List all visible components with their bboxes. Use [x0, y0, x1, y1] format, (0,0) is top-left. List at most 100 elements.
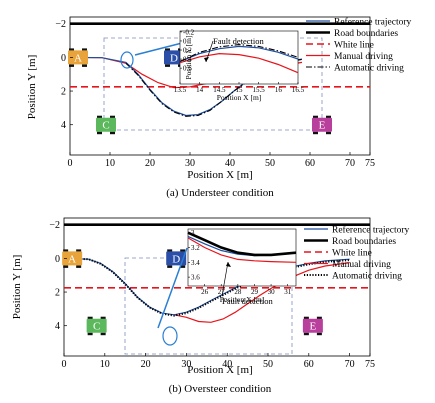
wheel	[63, 265, 69, 268]
inset-x-axis-label: Position X [m]	[220, 295, 265, 304]
panel-oversteer: A C D E 26 27 28 29 30 31 3 3.2 3.4 3.6 Position X [m…	[11, 217, 410, 395]
inset-plot: 26 27 28 29 30 31 3 3.2 3.4 3.6 Position X [m]Faul…	[187, 228, 297, 306]
x-tick-label: 50	[265, 158, 275, 169]
y-tick-label: 0	[61, 53, 66, 64]
legend-entry: Automatic driving	[332, 272, 402, 282]
x-tick-label: 0	[68, 158, 73, 169]
zoom-region-box	[124, 257, 293, 355]
wheel	[87, 316, 93, 320]
x-tick-label: 10	[100, 359, 110, 370]
x-tick-label: 70	[345, 359, 355, 370]
wheel	[313, 115, 318, 119]
inset-curve	[179, 52, 299, 74]
inset-plot: 13.5 14 14.5 15 15.5 16 16.5-0.200.20.40.6Posi…	[174, 28, 305, 102]
wheel	[97, 115, 102, 119]
x-axis-label: Position X [m]	[187, 364, 252, 376]
x-tick-label: 30	[181, 359, 191, 370]
vehicle-label: C	[93, 321, 100, 333]
vehicle-label: E	[310, 321, 317, 333]
inset-x-axis-label: Position X [m]	[217, 93, 262, 102]
x-tick-label: 40	[225, 158, 235, 169]
wheel	[316, 332, 322, 336]
x-tick-label: 60	[305, 158, 315, 169]
vehicle-label: D	[170, 52, 178, 64]
y-tick-label: 4	[55, 321, 60, 332]
x-tick-label: 75	[365, 359, 375, 370]
zoom-arrow	[157, 247, 188, 329]
inset-y-tick-label: 0.2	[183, 47, 192, 55]
inset-x-tick-label: 13.5	[174, 86, 187, 94]
y-tick-label: 2	[55, 288, 60, 299]
vehicle-body	[312, 117, 332, 132]
inset-x-tick-label: 14	[196, 86, 204, 94]
annotation-arrow	[221, 261, 229, 297]
wheel	[316, 316, 322, 320]
wheel	[63, 249, 69, 252]
inset-x-tick-label: 30	[268, 288, 276, 296]
x-tick-label: 75	[365, 158, 375, 169]
legend-entry: White line	[334, 41, 374, 51]
y-axis-label: Position Y [m]	[11, 255, 23, 320]
axes: 0 10 20 30 40 50 60 70 75 −2 0 2 4	[49, 220, 375, 370]
fault-point-marker	[120, 51, 134, 69]
inset-y-tick-label: 3.6	[191, 274, 200, 282]
inset-x-tick-label: 31	[284, 288, 292, 296]
inset-x-tick-label: 28	[234, 288, 242, 296]
wheel	[76, 265, 82, 268]
legend-entry: Manual driving	[334, 52, 393, 62]
vehicle-body	[302, 318, 323, 333]
panel-caption: (a) Understeer condition	[166, 187, 274, 199]
vehicle-label: C	[102, 120, 109, 132]
wheel	[100, 316, 106, 320]
x-tick-label: 0	[62, 359, 67, 370]
legend-entry: Road boundaries	[334, 29, 398, 39]
inset-y-tick-label: 3.2	[191, 244, 200, 252]
y-tick-label: 4	[61, 120, 66, 131]
wheel	[100, 332, 106, 336]
inset-y-axis-label: Position Y [m]	[184, 35, 193, 79]
annotation-arrowhead	[226, 262, 231, 267]
wheel	[165, 64, 170, 67]
x-tick-label: 40	[222, 359, 232, 370]
inset-frame	[179, 30, 299, 85]
legend-entry: Road boundaries	[332, 237, 396, 247]
wheel	[69, 64, 74, 67]
wheel	[167, 265, 173, 268]
inset-x-tick-label: 16.5	[292, 86, 305, 94]
x-tick-label: 20	[141, 359, 151, 370]
y-tick-label: −2	[49, 220, 60, 231]
inset-x-tick-label: 16	[275, 86, 283, 94]
wheel	[303, 316, 309, 320]
wheel	[69, 48, 74, 51]
fault-point-marker	[162, 326, 178, 346]
y-tick-label: 0	[55, 254, 60, 265]
annotation-label: Fault detection	[213, 36, 265, 46]
inset-y-tick-label: 3	[191, 229, 195, 237]
y-axis-label: Position Y [m]	[26, 55, 38, 120]
inset-y-tick-label: -0.2	[183, 28, 195, 36]
inset-curve	[187, 237, 297, 263]
x-tick-label: 20	[145, 158, 155, 169]
panel-caption: (b) Oversteer condition	[169, 383, 272, 395]
wheel	[82, 64, 87, 67]
inset-x-tick-label: 15.5	[253, 86, 266, 94]
legend-entry: White line	[332, 249, 372, 259]
wheel	[326, 115, 331, 119]
vehicle-body	[62, 251, 83, 266]
annotation-label: Fault detection	[222, 296, 274, 306]
wheel	[110, 115, 115, 119]
legend-entry: Reference trajectory	[334, 17, 412, 28]
x-tick-label: 10	[105, 158, 115, 169]
legend-entry: Reference trajectory	[332, 225, 410, 236]
wheel	[180, 249, 186, 252]
axes: 0 10 20 30 40 50 60 70 75 −2 0 2 4	[55, 19, 375, 169]
vehicle-c: C	[86, 316, 107, 336]
vehicle-body	[86, 318, 107, 333]
wheel	[82, 48, 87, 51]
inset-x-tick-label: 26	[201, 288, 209, 296]
inset-x-tick-label: 14.5	[213, 86, 226, 94]
